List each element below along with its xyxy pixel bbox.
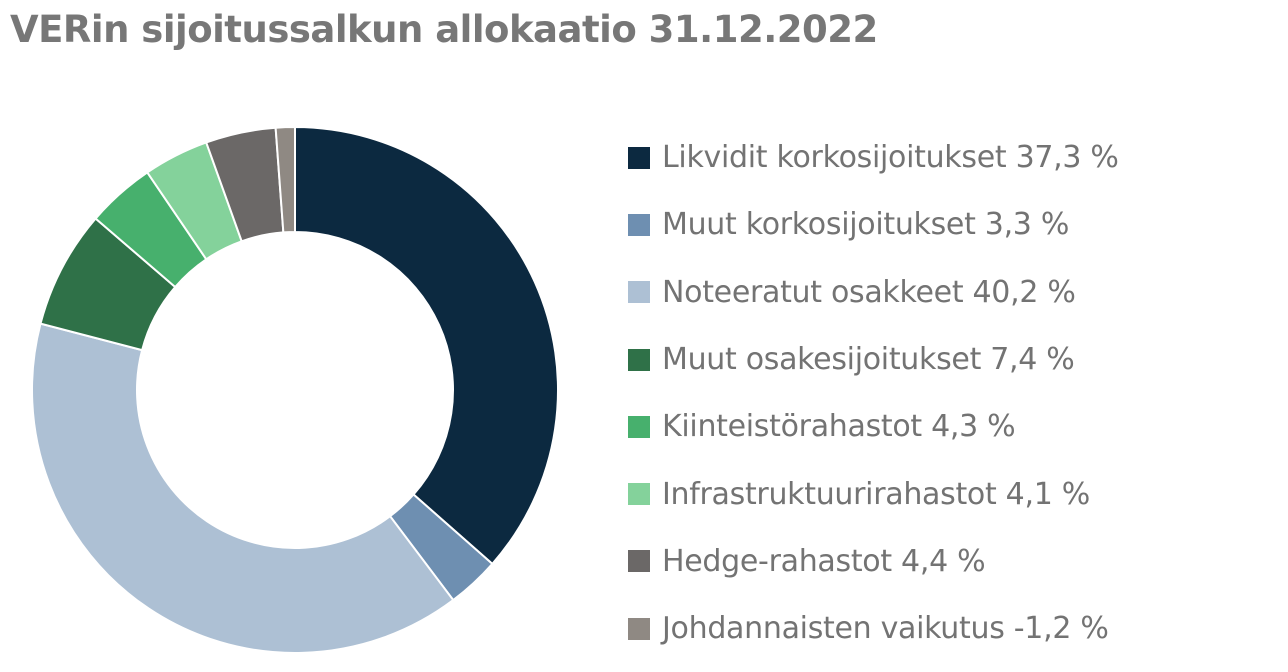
legend-swatch (628, 550, 650, 573)
donut-slice (274, 125, 296, 234)
legend-label: Johdannaisten vaikutus -1,2 % (662, 611, 1109, 647)
legend-item: Johdannaisten vaikutus -1,2 % (628, 595, 1119, 662)
legend-swatch (628, 483, 650, 506)
legend-label: Kiinteistörahastot 4,3 % (662, 409, 1016, 445)
legend-item: Muut osakesijoitukset 7,4 % (628, 326, 1119, 393)
legend-item: Noteeratut osakkeet 40,2 % (628, 259, 1119, 326)
legend-swatch (628, 213, 650, 236)
donut-chart (31, 125, 559, 654)
legend-label: Noteeratut osakkeet 40,2 % (662, 274, 1076, 310)
legend-label: Muut osakesijoitukset 7,4 % (662, 342, 1075, 378)
chart-title: VERin sijoitussalkun allokaatio 31.12.20… (10, 8, 878, 51)
legend-label: Infrastruktuurirahastot 4,1 % (662, 476, 1090, 512)
chart-legend: Likvidit korkosijoitukset 37,3 % Muut kor… (628, 124, 1119, 662)
legend-label: Likvidit korkosijoitukset 37,3 % (662, 140, 1119, 176)
legend-swatch (628, 281, 650, 304)
legend-label: Muut korkosijoitukset 3,3 % (662, 207, 1070, 243)
legend-item: Kiinteistörahastot 4,3 % (628, 393, 1119, 460)
legend-item: Infrastruktuurirahastot 4,1 % (628, 460, 1119, 527)
legend-swatch (628, 348, 650, 371)
legend-swatch (628, 146, 650, 169)
donut-slice (294, 125, 559, 566)
legend-label: Hedge-rahastot 4,4 % (662, 543, 986, 579)
legend-item: Muut korkosijoitukset 3,3 % (628, 191, 1119, 258)
legend-swatch (628, 617, 650, 640)
legend-item: Likvidit korkosijoitukset 37,3 % (628, 124, 1119, 191)
donut-slice (31, 322, 455, 654)
legend-swatch (628, 415, 650, 438)
legend-item: Hedge-rahastot 4,4 % (628, 528, 1119, 595)
